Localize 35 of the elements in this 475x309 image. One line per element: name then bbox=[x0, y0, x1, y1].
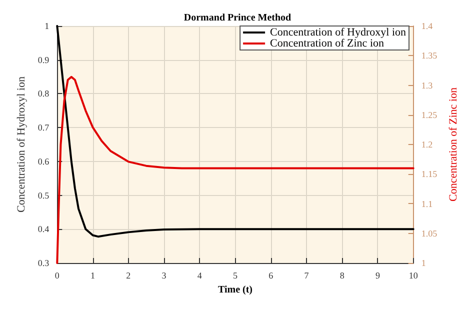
x-tick-label: 10 bbox=[408, 270, 418, 280]
y2-tick-label: 1.4 bbox=[421, 21, 434, 31]
y-tick-label: 0.5 bbox=[38, 190, 50, 200]
legend-label: Concentration of Zinc ion bbox=[270, 38, 384, 50]
y2-tick-label: 1.05 bbox=[421, 228, 438, 238]
y2-axis-title: Concentration of Zinc ion bbox=[448, 87, 460, 202]
y-tick-label: 0.6 bbox=[38, 156, 50, 166]
x-tick-label: 2 bbox=[126, 270, 131, 280]
y-tick-label: 1 bbox=[44, 21, 50, 31]
y-tick-label: 0.3 bbox=[38, 258, 50, 268]
y-axis-title: Concentration of Hydroxyl ion bbox=[16, 76, 28, 212]
x-tick-label: 8 bbox=[340, 270, 345, 280]
legend-label: Concentration of Hydroxyl ion bbox=[270, 26, 406, 38]
y2-tick-label: 1.3 bbox=[421, 80, 434, 90]
line-series bbox=[56, 25, 414, 238]
y-tick-label: 0.4 bbox=[38, 224, 50, 234]
x-tick-label: 4 bbox=[197, 270, 202, 280]
y-tick-label: 0.7 bbox=[38, 122, 50, 133]
y2-tick-label: 1 bbox=[421, 258, 426, 268]
y2-tick-label: 1.1 bbox=[421, 198, 433, 209]
y2-tick-label: 1.15 bbox=[421, 169, 438, 180]
x-tick-label: 3 bbox=[162, 270, 167, 280]
y2-tick-label: 1.2 bbox=[421, 140, 433, 150]
x-tick-label: 7 bbox=[304, 270, 310, 280]
y-tick-label: 0.9 bbox=[38, 54, 50, 65]
x-tick-label: 1 bbox=[90, 270, 96, 280]
x-tick-label: 5 bbox=[233, 270, 238, 280]
y2-tick-label: 1.25 bbox=[421, 110, 438, 120]
x-tick-label: 9 bbox=[375, 270, 380, 280]
x-tick-label: 6 bbox=[268, 270, 274, 280]
y-tick-label: 0.8 bbox=[38, 88, 50, 99]
x-axis-title: Time (t) bbox=[218, 284, 253, 296]
y2-tick-label: 1.35 bbox=[421, 50, 438, 61]
x-tick-label: 0 bbox=[54, 270, 60, 280]
chart-title: Dormand Prince Method bbox=[184, 12, 292, 24]
